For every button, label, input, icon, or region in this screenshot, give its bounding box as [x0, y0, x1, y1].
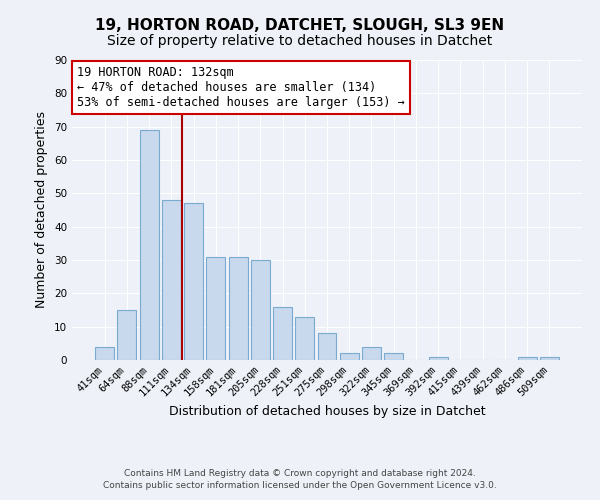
Bar: [362, 346, 381, 360]
Bar: [384, 354, 403, 360]
Bar: [95, 346, 114, 360]
Text: 19, HORTON ROAD, DATCHET, SLOUGH, SL3 9EN: 19, HORTON ROAD, DATCHET, SLOUGH, SL3 9E…: [95, 18, 505, 32]
Bar: [184, 204, 203, 360]
Bar: [229, 256, 248, 360]
Text: Contains HM Land Registry data © Crown copyright and database right 2024.: Contains HM Land Registry data © Crown c…: [124, 468, 476, 477]
Text: Size of property relative to detached houses in Datchet: Size of property relative to detached ho…: [107, 34, 493, 48]
Bar: [162, 200, 181, 360]
Text: Contains public sector information licensed under the Open Government Licence v3: Contains public sector information licen…: [103, 481, 497, 490]
Bar: [206, 256, 225, 360]
Bar: [140, 130, 158, 360]
Bar: [429, 356, 448, 360]
Bar: [118, 310, 136, 360]
Bar: [340, 354, 359, 360]
Bar: [251, 260, 270, 360]
Bar: [273, 306, 292, 360]
X-axis label: Distribution of detached houses by size in Datchet: Distribution of detached houses by size …: [169, 406, 485, 418]
Bar: [295, 316, 314, 360]
Text: 19 HORTON ROAD: 132sqm
← 47% of detached houses are smaller (134)
53% of semi-de: 19 HORTON ROAD: 132sqm ← 47% of detached…: [77, 66, 405, 109]
Y-axis label: Number of detached properties: Number of detached properties: [35, 112, 49, 308]
Bar: [317, 334, 337, 360]
Bar: [540, 356, 559, 360]
Bar: [518, 356, 536, 360]
